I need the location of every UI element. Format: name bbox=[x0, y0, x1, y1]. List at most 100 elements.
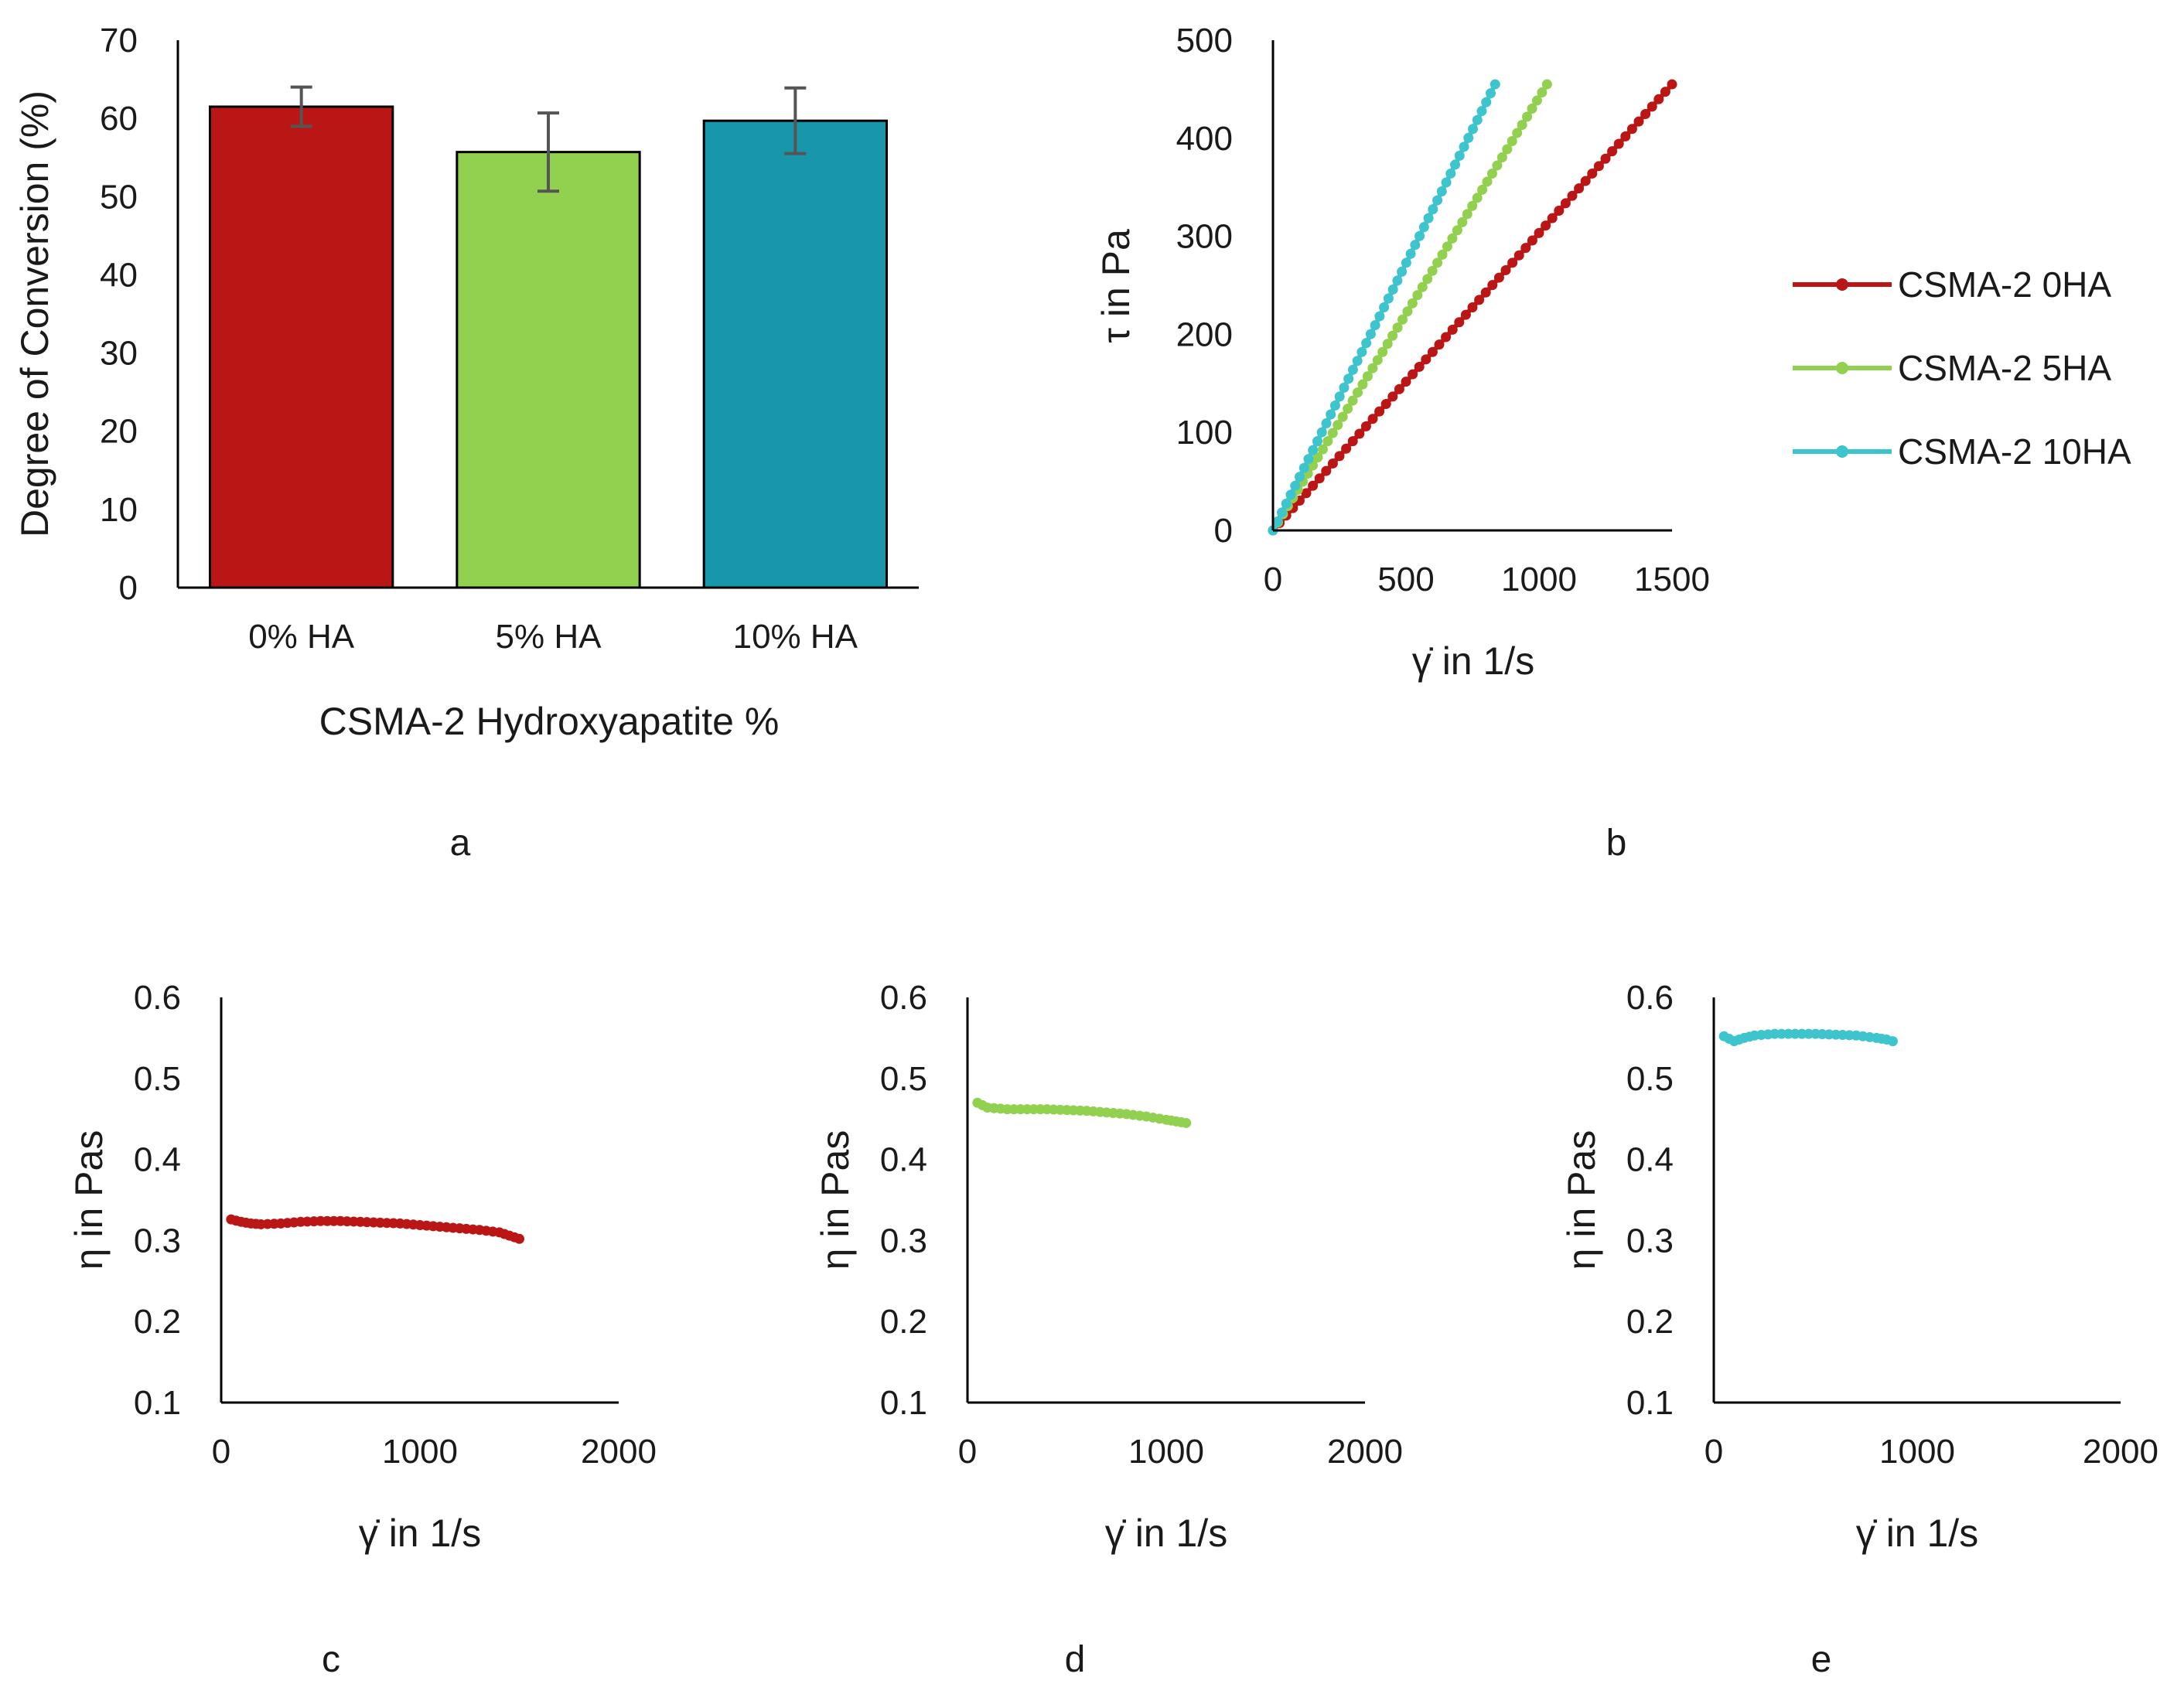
series-point bbox=[1392, 275, 1403, 286]
series-point bbox=[1421, 354, 1432, 365]
panel-a-bar-chart: 0 10 20 30 40 50 60 70 0% HA 5% HA 10% HA Degree … bbox=[13, 22, 919, 864]
series-point bbox=[1653, 94, 1664, 104]
series-point bbox=[1405, 248, 1416, 259]
legend-marker-2 bbox=[1836, 445, 1848, 458]
y-tick-label: 0.2 bbox=[134, 1303, 181, 1341]
x-tick-label: 1500 bbox=[1634, 561, 1710, 598]
series-point bbox=[1379, 302, 1390, 313]
series-point bbox=[1308, 445, 1319, 455]
series-point bbox=[1360, 421, 1371, 431]
y-tick-label: 50 bbox=[100, 178, 138, 216]
series-point bbox=[1531, 95, 1542, 106]
series-point bbox=[1447, 233, 1458, 244]
y-tick-label: 400 bbox=[1176, 120, 1233, 158]
legend-marker-0 bbox=[1836, 278, 1848, 291]
series-point bbox=[1392, 322, 1403, 333]
series-point bbox=[1334, 451, 1345, 462]
y-tick-label: 0.3 bbox=[880, 1222, 927, 1260]
panel-label: d bbox=[1065, 1639, 1086, 1680]
series-point bbox=[1417, 281, 1428, 292]
series-point bbox=[1361, 338, 1372, 349]
series-point bbox=[1432, 257, 1443, 268]
series-group bbox=[1268, 79, 1677, 536]
series-point bbox=[1337, 411, 1348, 422]
series-point bbox=[1620, 131, 1631, 141]
x-tick-label: 1000 bbox=[1879, 1433, 1955, 1471]
series-point bbox=[1334, 391, 1345, 402]
series-point bbox=[1321, 418, 1332, 429]
y-tick-label: 500 bbox=[1176, 22, 1233, 60]
y-tick-label: 40 bbox=[100, 256, 138, 294]
x-axis-title: γ̇ in 1/s bbox=[1412, 639, 1534, 683]
series-point bbox=[1480, 287, 1491, 298]
series-0 bbox=[1268, 79, 1677, 536]
y-tick-label: 0.5 bbox=[880, 1060, 927, 1098]
series-point bbox=[1534, 227, 1544, 238]
series-point bbox=[1357, 379, 1368, 390]
series-point bbox=[1442, 241, 1452, 252]
series-point bbox=[1463, 132, 1474, 143]
y-tick-label: 0.2 bbox=[1626, 1303, 1674, 1341]
series-point bbox=[1567, 190, 1578, 201]
bar-2 bbox=[702, 119, 888, 589]
series-point bbox=[1312, 436, 1322, 447]
series-point bbox=[1507, 135, 1517, 146]
series-point bbox=[1459, 141, 1469, 152]
x-tick-label: 1000 bbox=[1128, 1433, 1204, 1471]
series-point bbox=[1447, 324, 1458, 335]
series-point bbox=[1454, 317, 1465, 328]
x-tick-label: 10% HA bbox=[733, 618, 858, 656]
series-point bbox=[1468, 124, 1479, 135]
x-tick-labels: 0% HA 5% HA 10% HA bbox=[248, 618, 858, 656]
bar-1 bbox=[456, 151, 641, 589]
series-point bbox=[1326, 409, 1336, 420]
series-point bbox=[1600, 153, 1611, 164]
series-point bbox=[1365, 329, 1376, 339]
series-point bbox=[1374, 311, 1385, 322]
series-point bbox=[1500, 264, 1511, 275]
series-point bbox=[1454, 150, 1465, 161]
series-point bbox=[1476, 106, 1487, 117]
series-point bbox=[1626, 124, 1637, 135]
y-tick-label: 0.1 bbox=[134, 1384, 181, 1422]
y-tick-label: 0.5 bbox=[1626, 1060, 1674, 1098]
series-point bbox=[1321, 465, 1332, 476]
series-point bbox=[1367, 414, 1378, 424]
y-tick-labels: 0 100 200 300 400 500 bbox=[1176, 22, 1233, 550]
series-point bbox=[1496, 152, 1507, 162]
y-tick-label: 0.2 bbox=[880, 1303, 927, 1341]
series-point bbox=[1541, 220, 1551, 231]
series-point bbox=[1492, 160, 1503, 171]
series-point bbox=[1380, 399, 1391, 410]
x-tick-label: 2000 bbox=[581, 1433, 657, 1471]
series-point bbox=[1401, 257, 1411, 268]
x-axis-title: γ̇ in 1/s bbox=[359, 1512, 481, 1555]
series-point bbox=[1613, 138, 1624, 149]
series-point bbox=[1472, 114, 1483, 125]
series-point bbox=[1541, 79, 1552, 90]
series-point bbox=[1327, 458, 1338, 469]
series-point bbox=[1276, 507, 1287, 518]
series-2 bbox=[1268, 79, 1500, 536]
data-point bbox=[514, 1233, 524, 1244]
series-point bbox=[1434, 339, 1445, 350]
series-point bbox=[1486, 168, 1497, 179]
y-tick-label: 0 bbox=[1214, 512, 1233, 550]
y-tick-label: 0.1 bbox=[1626, 1384, 1674, 1422]
x-tick-label: 5% HA bbox=[496, 618, 602, 656]
series-point bbox=[1537, 87, 1548, 98]
series-point bbox=[1343, 373, 1354, 384]
y-tick-labels: 0 10 20 30 40 50 60 70 bbox=[100, 22, 138, 607]
series-point bbox=[1482, 176, 1493, 187]
series-point bbox=[1402, 306, 1413, 317]
x-tick-label: 1000 bbox=[382, 1433, 458, 1471]
series-point bbox=[1547, 213, 1558, 223]
panel-label: b bbox=[1606, 823, 1627, 864]
series-point bbox=[1408, 369, 1418, 380]
series-point bbox=[1414, 230, 1425, 241]
x-tick-label: 0% HA bbox=[248, 618, 355, 656]
series-point bbox=[1512, 128, 1523, 138]
series-point bbox=[1354, 428, 1365, 439]
series-point bbox=[1418, 222, 1429, 233]
y-tick-label: 60 bbox=[100, 100, 138, 138]
